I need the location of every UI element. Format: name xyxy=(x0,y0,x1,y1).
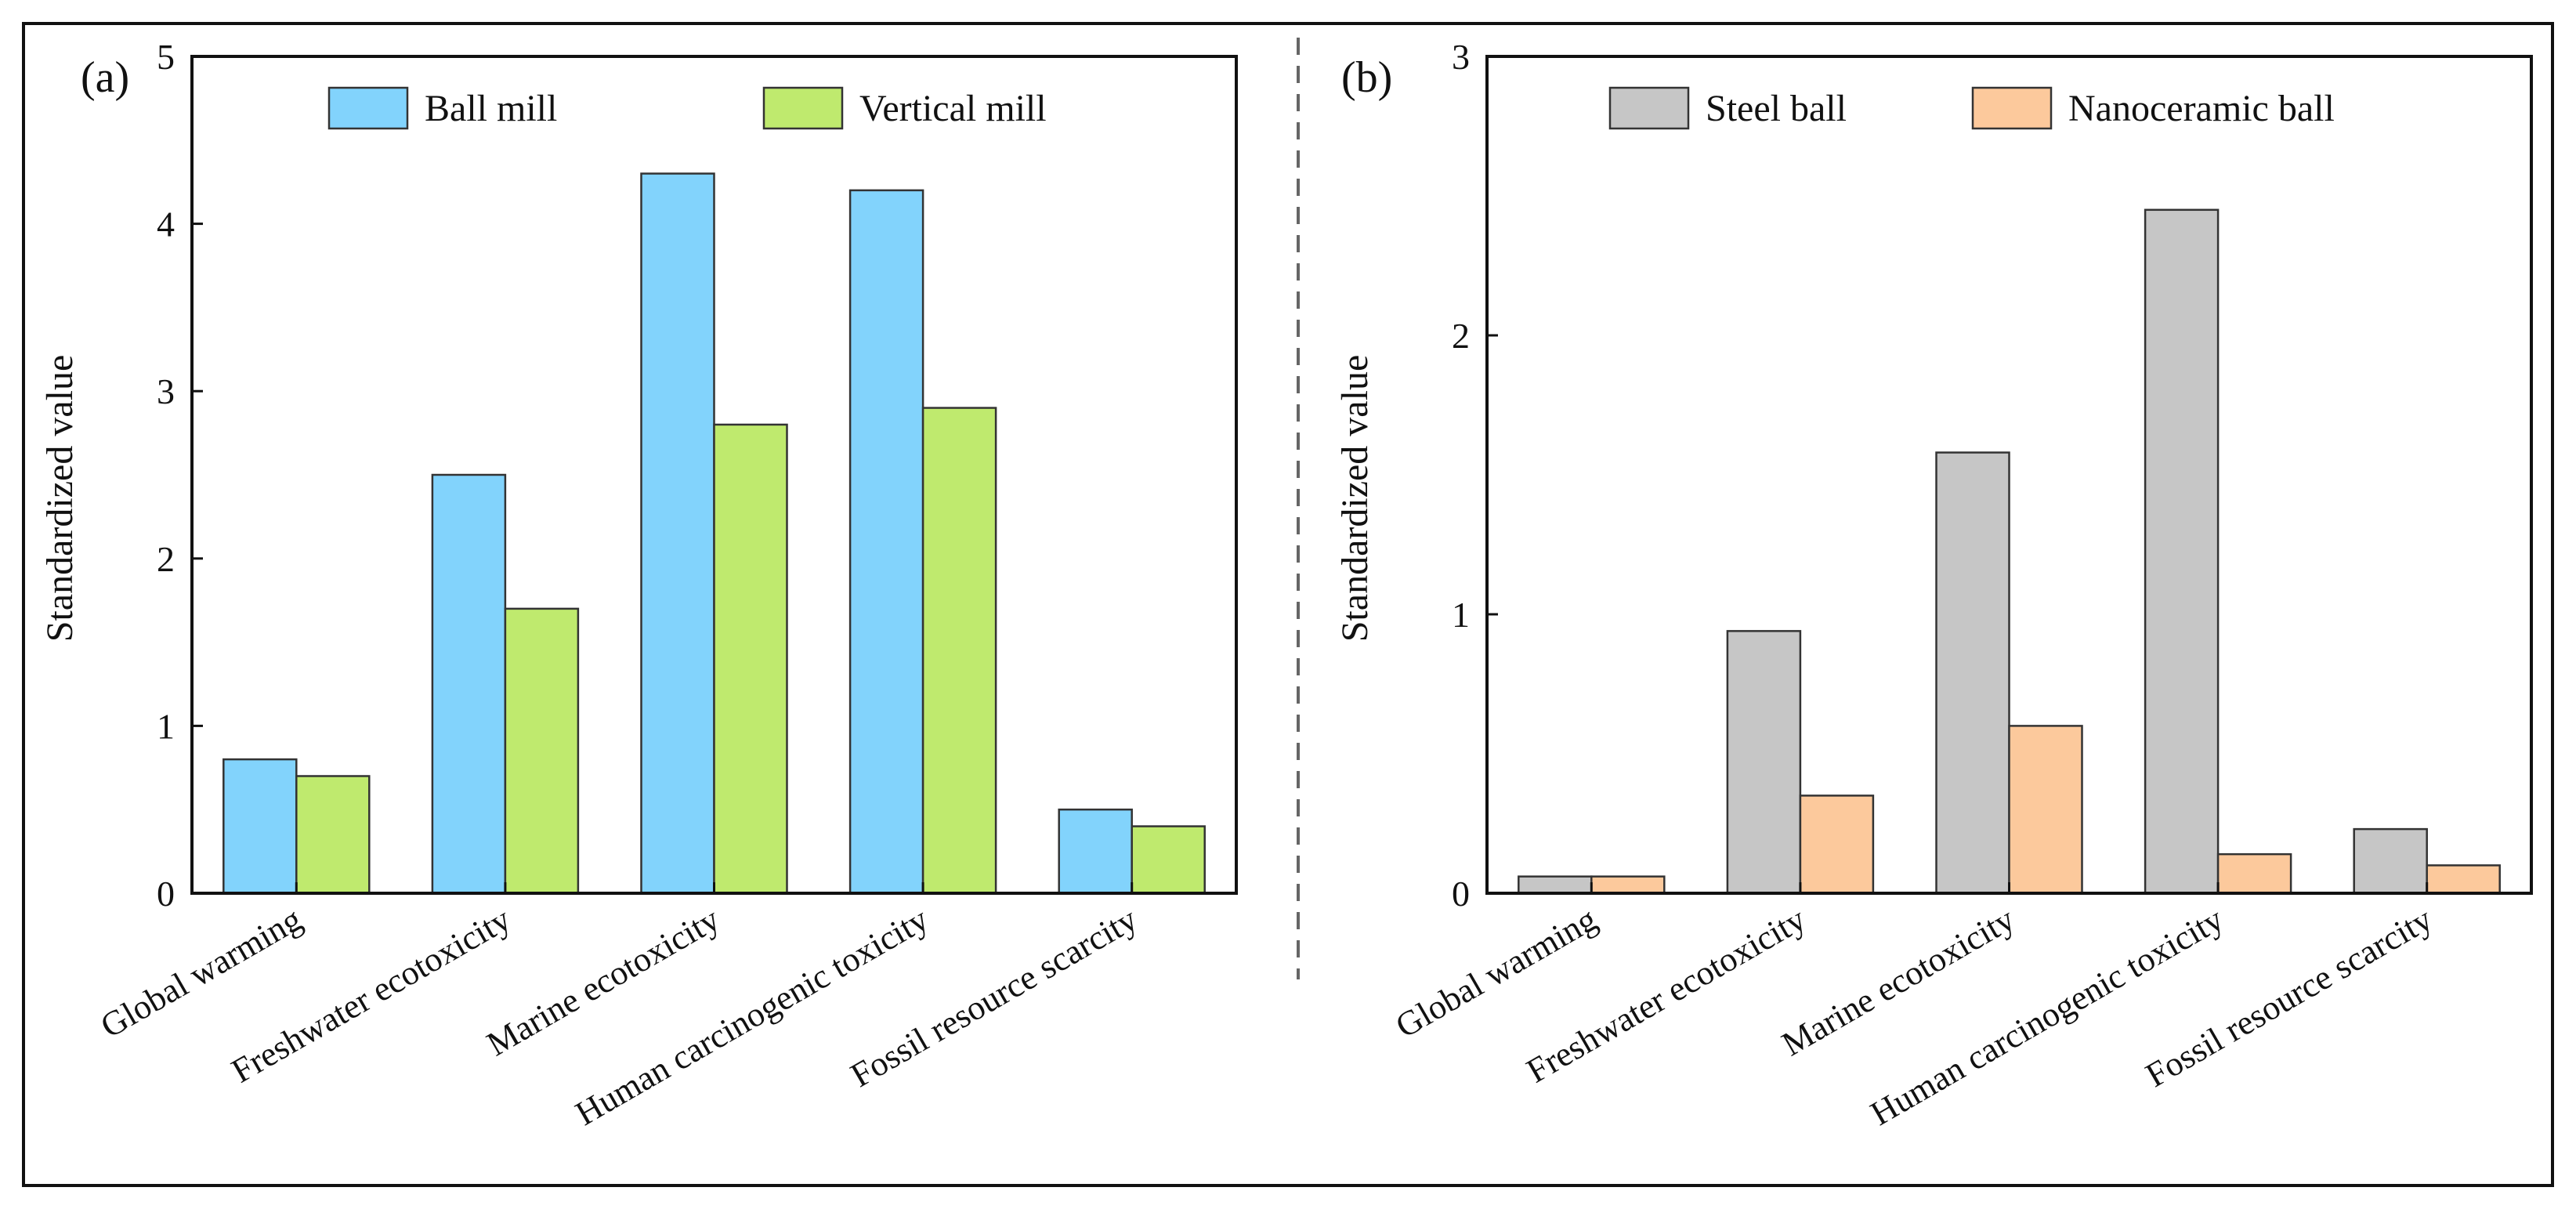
y-tick-label-a-1: 1 xyxy=(157,706,175,746)
y-tick-label-a-5: 5 xyxy=(157,37,175,77)
y-tick-label-b-1: 1 xyxy=(1452,595,1470,635)
bar-a-vertical-mill-4 xyxy=(921,407,997,895)
bar-b-steel-ball-3 xyxy=(1935,451,2010,895)
bar-b-nanoceramic-ball-3 xyxy=(2008,725,2083,895)
legend-label-nanoceramic-ball: Nanoceramic ball xyxy=(2068,88,2335,129)
panel-label-b: (b) xyxy=(1341,53,1392,102)
bar-b-nanoceramic-ball-5 xyxy=(2426,864,2501,895)
bar-b-nanoceramic-ball-2 xyxy=(1799,795,1875,895)
bar-a-vertical-mill-1 xyxy=(295,775,371,895)
legend-label-ball-mill: Ball mill xyxy=(425,88,557,129)
legend-label-steel-ball: Steel ball xyxy=(1706,88,1847,129)
y-tick-label-b-2: 2 xyxy=(1452,316,1470,356)
bar-a-ball-mill-5 xyxy=(1058,808,1133,895)
bar-a-ball-mill-4 xyxy=(848,189,924,895)
bar-b-steel-ball-1 xyxy=(1518,875,1593,895)
bar-a-ball-mill-2 xyxy=(431,473,507,895)
legend-swatch-vertical-mill xyxy=(762,86,844,130)
y-tick-label-b-0: 0 xyxy=(1452,874,1470,914)
legend-label-vertical-mill: Vertical mill xyxy=(859,88,1047,129)
legend-swatch-nanoceramic-ball xyxy=(1971,86,2053,130)
y-tick-label-a-0: 0 xyxy=(157,874,175,914)
bar-b-steel-ball-2 xyxy=(1726,630,1802,895)
bar-a-vertical-mill-2 xyxy=(504,607,580,895)
bar-a-ball-mill-1 xyxy=(223,758,298,895)
y-axis-label-b: Standardized value xyxy=(1334,355,1376,643)
bar-b-steel-ball-5 xyxy=(2353,827,2428,895)
bar-a-vertical-mill-3 xyxy=(713,423,788,895)
bar-b-nanoceramic-ball-1 xyxy=(1590,875,1666,895)
y-tick-label-a-3: 3 xyxy=(157,371,175,411)
legend-swatch-ball-mill xyxy=(327,86,409,130)
bar-b-nanoceramic-ball-4 xyxy=(2216,852,2292,895)
y-axis-label-a: Standardized value xyxy=(39,355,81,643)
y-tick-label-a-4: 4 xyxy=(157,205,175,244)
bar-b-steel-ball-4 xyxy=(2144,208,2220,895)
y-tick-label-b-3: 3 xyxy=(1452,37,1470,77)
y-tick-label-a-2: 2 xyxy=(157,539,175,579)
panel-label-a: (a) xyxy=(81,53,129,102)
bar-a-ball-mill-3 xyxy=(640,172,715,895)
legend-swatch-steel-ball xyxy=(1608,86,1690,130)
bar-a-vertical-mill-5 xyxy=(1131,825,1206,895)
